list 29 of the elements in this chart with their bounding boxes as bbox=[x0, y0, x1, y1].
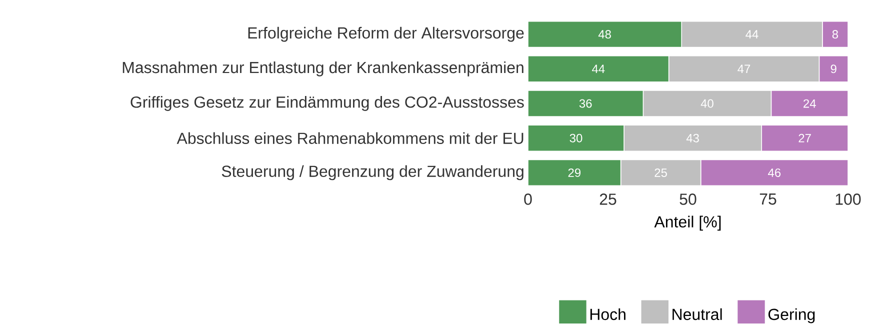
data-label: 43 bbox=[686, 134, 699, 142]
data-label: 25 bbox=[654, 168, 667, 177]
x-tick-label: 75 bbox=[760, 194, 776, 205]
data-label: 36 bbox=[579, 99, 592, 108]
data-label: 46 bbox=[768, 168, 781, 177]
legend-label: Gering bbox=[768, 308, 815, 324]
data-label: 24 bbox=[804, 99, 816, 108]
data-label: 29 bbox=[568, 168, 581, 177]
legend-label: Hoch bbox=[590, 308, 626, 320]
data-label: 44 bbox=[746, 30, 758, 38]
data-label: 44 bbox=[592, 64, 605, 74]
x-tick-label: 50 bbox=[680, 194, 696, 205]
y-tick-label: Abschluss eines Rahmenabkommens mit der EU bbox=[176, 132, 524, 144]
y-tick-label: Griffiges Gesetz zur Eindämmung des CO2-Ausstosses bbox=[130, 96, 524, 111]
data-label: 47 bbox=[738, 64, 750, 74]
data-label: 30 bbox=[570, 134, 582, 142]
y-tick-label: Erfolgreiche Reform der Altersvorsorge bbox=[248, 26, 524, 42]
y-tick-label: Massnahmen zur Entlastung der Krankenkassenprämien bbox=[122, 61, 524, 76]
legend-label: Neutral bbox=[672, 308, 722, 320]
x-tick-label: 25 bbox=[600, 194, 616, 205]
data-label: 48 bbox=[598, 30, 611, 39]
data-label: 9 bbox=[830, 64, 836, 74]
data-label: 27 bbox=[798, 134, 811, 142]
x-axis-title: Anteil [%] bbox=[654, 216, 721, 231]
y-tick-label: Steuerung / Begrenzung der Zuwanderung bbox=[222, 165, 524, 180]
x-tick-label: 100 bbox=[836, 194, 861, 205]
data-label: 40 bbox=[700, 99, 714, 108]
x-tick-label: 0 bbox=[524, 194, 532, 205]
data-label: 8 bbox=[832, 30, 838, 39]
